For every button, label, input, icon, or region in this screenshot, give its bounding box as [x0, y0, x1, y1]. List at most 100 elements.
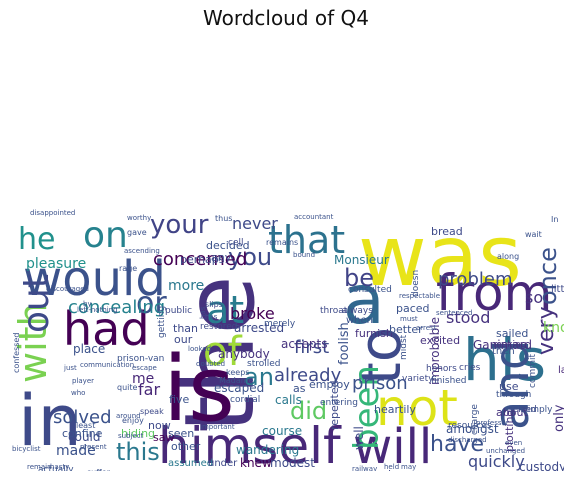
word-charge: charge — [470, 404, 480, 435]
word-unchanged: unchanged — [486, 447, 525, 455]
word-knew: knew — [240, 456, 272, 470]
word-along: along — [497, 252, 519, 261]
word-has: has — [199, 306, 207, 319]
word-assumed: assumed — [168, 458, 213, 469]
word-respectable: respectable — [399, 292, 440, 300]
word-variety: variety — [402, 374, 434, 384]
word-ganimard: Ganimard — [473, 338, 532, 352]
word-disappointed: disappointed — [30, 209, 75, 217]
word-anybody: anybody — [218, 347, 270, 361]
word-custody: custody — [519, 460, 564, 471]
word-then: then — [492, 346, 515, 357]
word-under: under — [208, 458, 238, 469]
word-never: never — [232, 214, 278, 233]
word-getting: getting — [157, 306, 167, 338]
word-rage: rage — [119, 264, 137, 273]
word-sailed: sailed — [496, 327, 528, 340]
word-other: other — [171, 440, 201, 453]
word-throat: throat — [320, 306, 348, 316]
word-actually: actually — [38, 465, 74, 471]
word-any: any — [211, 251, 232, 264]
word-slips: slips — [205, 300, 223, 309]
word-prison: prison — [352, 373, 408, 394]
word-subject: subject — [118, 432, 144, 440]
word-when: when — [346, 315, 373, 326]
word-midst: midst — [399, 334, 409, 360]
word-worthy: worthy — [127, 214, 151, 222]
word-would: would — [23, 251, 166, 307]
word-place: place — [73, 342, 105, 356]
word-concerned: concerned — [153, 249, 247, 270]
word-to: to — [346, 327, 414, 385]
word-arrested: arrested — [234, 321, 284, 335]
word-a: a — [343, 261, 385, 340]
word-monsieur: Monsieur — [334, 253, 389, 267]
word-keeps: keeps — [226, 368, 249, 377]
word-pleasure: pleasure — [26, 256, 86, 272]
word-suffer: suffer — [87, 468, 111, 471]
word-may: may — [401, 463, 416, 471]
word-sentenced: sentenced — [436, 309, 472, 317]
word-escaped: escaped — [214, 381, 264, 395]
word-be: be — [344, 264, 374, 292]
word-in: in — [18, 380, 82, 462]
word-enjoy: enjoy — [122, 416, 144, 425]
word-doesn: doesn — [411, 270, 421, 297]
word-quite: quite — [117, 383, 138, 392]
word-himself: himself — [158, 417, 342, 471]
word-saw: saw — [153, 431, 174, 444]
word-heartily: heartily — [374, 403, 416, 416]
word-improbable: improbable — [428, 317, 442, 385]
word-of: of — [203, 329, 242, 375]
word-in: In — [551, 215, 558, 224]
word-little: little — [551, 284, 564, 295]
word-merely: merely — [264, 319, 296, 329]
word-resources: resources — [448, 421, 492, 431]
word-gave: gave — [127, 228, 147, 237]
word-calls: calls — [275, 393, 302, 407]
word-well: well — [352, 426, 366, 450]
word-commit: commit — [528, 354, 538, 388]
word-will: will — [353, 419, 432, 471]
word-broke: broke — [230, 304, 275, 323]
word-bound: bound — [293, 251, 315, 259]
word-through: through — [496, 390, 531, 400]
word-communication: communication — [80, 361, 134, 369]
word-left-nothing: left-nothing — [77, 306, 118, 314]
word-an: an — [244, 363, 274, 391]
word-madame: Madame — [219, 376, 254, 385]
word-accountant: accountant — [294, 213, 334, 221]
word-bicyclist: bicyclist — [12, 445, 41, 453]
word-paced: paced — [396, 302, 430, 315]
word-at: at — [206, 288, 244, 332]
word-discharged: discharged — [448, 436, 487, 444]
word-cell: cell — [228, 238, 244, 248]
word-solved: solved — [53, 407, 112, 428]
word-who: who — [71, 389, 85, 397]
word-confine: confine — [62, 427, 103, 440]
word-employ: employ — [309, 378, 350, 391]
word-making: making — [493, 340, 526, 350]
word-strolled: strolled — [247, 359, 280, 369]
word-consulted: consulted — [348, 285, 392, 295]
word-better: better — [389, 323, 423, 336]
word-even: even — [505, 439, 522, 447]
word-prison-van: prison-van — [117, 354, 164, 364]
word-simply: simply — [523, 405, 553, 415]
word-once: once — [534, 247, 562, 305]
word-stood: stood — [446, 308, 490, 327]
word-honors: honors — [426, 364, 457, 374]
word-concealing: concealing — [68, 297, 165, 318]
word-furnish: furnish — [355, 327, 393, 340]
word-you: you — [228, 243, 272, 271]
word-held: held — [384, 463, 399, 471]
word-about: about — [496, 406, 528, 419]
word-course: course — [262, 424, 302, 438]
word-modest: modest — [270, 456, 315, 470]
word-that: that — [268, 218, 345, 262]
word-arrest: arrest — [416, 324, 437, 332]
word-important: important — [200, 423, 235, 431]
word-railway: railway — [352, 465, 377, 471]
word-amongst: amongst — [446, 422, 499, 436]
